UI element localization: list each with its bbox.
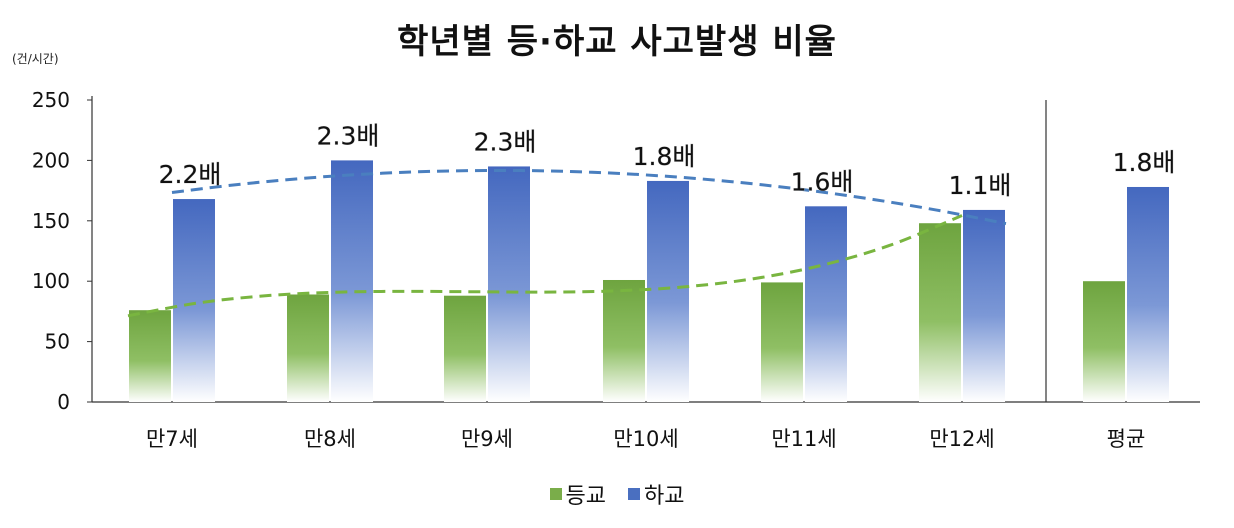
ratio-data-label: 1.1배 xyxy=(949,171,1012,200)
y-tick-label: 50 xyxy=(45,330,70,354)
ratio-data-label: 2.3배 xyxy=(317,121,380,150)
legend-label: 등교 xyxy=(565,484,606,509)
bars-layer xyxy=(129,160,1169,402)
bar-commute-to-school xyxy=(129,310,171,402)
x-tick-label: 만8세 xyxy=(304,427,356,451)
legend-swatch-green xyxy=(549,488,562,500)
y-tick-label: 250 xyxy=(32,88,70,112)
y-tick-label: 0 xyxy=(57,390,70,414)
chart-title: 학년별 등·하교 사고발생 비율 xyxy=(397,22,837,62)
trendline-commute-from-school xyxy=(171,168,1007,226)
bar-commute-from-school xyxy=(1127,186,1169,402)
trendline-commute-to-school xyxy=(127,214,963,318)
x-tick-label: 만12세 xyxy=(929,427,994,451)
y-tick-label: 100 xyxy=(32,269,70,293)
x-tick-label: 평균 xyxy=(1107,427,1146,451)
ratio-data-label: 1.8배 xyxy=(633,142,696,171)
ratio-data-label: 2.3배 xyxy=(474,127,537,156)
ratio-data-label: 2.2배 xyxy=(159,160,222,189)
bar-commute-from-school xyxy=(331,160,373,402)
bar-commute-to-school xyxy=(1083,281,1125,402)
trendline-layer xyxy=(127,168,1007,318)
legend-item-commute-from-school: 하교 xyxy=(628,478,684,510)
bar-commute-to-school xyxy=(761,282,803,402)
labels-layer: 2.2배 2.3배 2.3배 1.8배 1.6배 1.1배 1.8배 xyxy=(158,121,1176,200)
bar-commute-to-school xyxy=(603,279,645,402)
bar-commute-from-school xyxy=(488,166,530,402)
bar-commute-to-school xyxy=(287,294,329,402)
axes-layer: 0 50 100 150 200 250 만7세 만8세 만9세 만10세 만11세 만12세 평균 xyxy=(32,88,1200,451)
legend-label: 하교 xyxy=(644,484,685,509)
x-tick-label: 만10세 xyxy=(613,427,678,451)
x-tick-label: 만11세 xyxy=(771,427,836,451)
legend-item-commute-to-school: 등교 xyxy=(549,478,606,510)
bar-commute-from-school xyxy=(647,180,689,402)
legend: 등교 하교 xyxy=(0,478,1234,510)
ratio-data-label: 1.8배 xyxy=(1113,148,1176,177)
bar-commute-from-school xyxy=(805,206,847,402)
x-tick-label: 만9세 xyxy=(461,427,513,451)
y-tick-label: 150 xyxy=(32,209,70,233)
x-tick-label: 만7세 xyxy=(146,427,198,451)
bar-commute-to-school xyxy=(919,223,961,402)
ratio-data-label: 1.6배 xyxy=(791,167,854,196)
y-tick-label: 200 xyxy=(32,148,70,172)
bar-commute-from-school xyxy=(963,209,1005,402)
y-axis-unit-label: (건/시간) xyxy=(12,52,59,66)
bar-chart: 0 50 100 150 200 250 만7세 만8세 만9세 만10세 만11세 만12세 평균 2… xyxy=(32,88,1200,451)
bar-commute-to-school xyxy=(444,295,486,402)
legend-swatch-blue xyxy=(628,488,640,500)
